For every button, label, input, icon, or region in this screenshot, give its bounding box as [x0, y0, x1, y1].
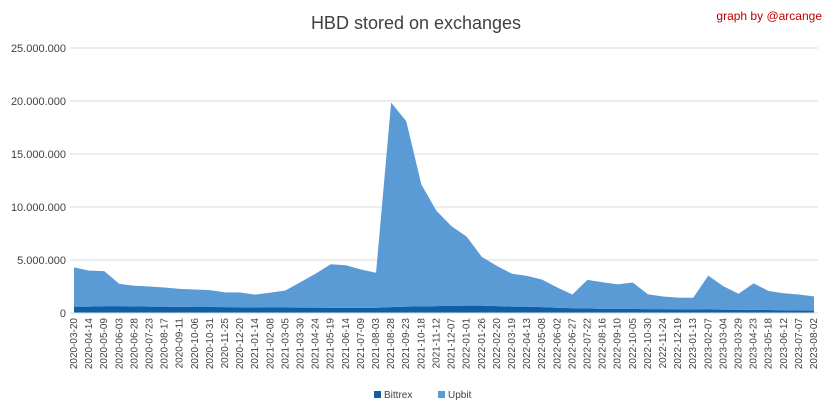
x-tick-label: 2021-06-14	[341, 318, 352, 370]
x-tick-label: 2020-11-25	[220, 318, 231, 369]
legend-swatch-bittrex	[374, 391, 381, 398]
x-tick-label: 2020-05-09	[99, 318, 110, 370]
x-tick-label: 2021-03-05	[280, 318, 291, 370]
x-tick-label: 2022-10-05	[628, 318, 639, 370]
y-tick-label: 0	[60, 308, 66, 320]
x-tick-label: 2023-04-23	[749, 318, 760, 370]
x-tick-label: 2022-02-20	[492, 318, 503, 370]
x-tick-label: 2023-05-18	[764, 318, 775, 370]
legend-label-bittrex: Bittrex	[384, 390, 412, 401]
chart-title: HBD stored on exchanges	[311, 13, 521, 33]
x-tick-label: 2023-01-13	[688, 318, 699, 370]
x-tick-label: 2020-06-03	[114, 318, 125, 370]
axis-labels: 0 5.000.000 10.000.000 15.000.000 20.000.000…	[11, 43, 820, 369]
y-tick-label: 15.000.000	[11, 149, 66, 161]
x-tick-label: 2021-01-14	[250, 318, 261, 370]
x-tick-label: 2022-07-22	[582, 318, 593, 370]
x-tick-label: 2021-02-08	[265, 318, 276, 370]
x-tick-label: 2021-08-28	[386, 318, 397, 370]
y-tick-label: 25.000.000	[11, 43, 66, 55]
legend: Bittrex Upbit	[374, 390, 472, 401]
x-tick-label: 2020-03-20	[69, 318, 80, 370]
series-areas	[74, 102, 814, 313]
x-tick-label: 2022-12-19	[673, 318, 684, 370]
x-tick-label: 2022-01-01	[462, 318, 473, 370]
x-tick-label: 2022-09-10	[613, 318, 624, 370]
legend-label-upbit: Upbit	[448, 390, 472, 401]
x-tick-label: 2020-10-06	[190, 318, 201, 370]
x-tick-label: 2023-08-02	[809, 318, 820, 370]
y-tick-label: 20.000.000	[11, 96, 66, 108]
x-tick-label: 2021-09-23	[401, 318, 412, 370]
area-series-upbit	[74, 102, 814, 311]
x-tick-label: 2020-08-17	[160, 318, 171, 370]
x-tick-label: 2021-10-18	[416, 318, 427, 370]
x-tick-label: 2023-02-07	[703, 318, 714, 370]
x-tick-label: 2023-03-04	[718, 318, 729, 370]
x-tick-label: 2021-12-07	[447, 318, 458, 370]
x-tick-label: 2020-06-28	[129, 318, 140, 370]
x-tick-label: 2022-11-24	[658, 318, 669, 369]
x-tick-label: 2020-04-14	[84, 318, 95, 370]
x-tick-label: 2022-04-13	[522, 318, 533, 370]
y-tick-label: 5.000.000	[17, 255, 66, 267]
legend-swatch-upbit	[438, 391, 445, 398]
x-tick-label: 2022-05-08	[537, 318, 548, 370]
x-tick-label: 2022-06-27	[567, 318, 578, 370]
x-tick-label: 2020-10-31	[205, 318, 216, 370]
x-tick-label: 2021-05-19	[326, 318, 337, 370]
x-tick-label: 2023-06-12	[779, 318, 790, 370]
x-tick-label: 2021-07-09	[356, 318, 367, 370]
x-tick-label: 2021-03-30	[296, 318, 307, 370]
x-tick-label: 2022-06-02	[552, 318, 563, 370]
credit-label: graph by @arcange	[716, 9, 822, 23]
x-tick-label: 2021-08-03	[371, 318, 382, 370]
x-tick-label: 2023-07-07	[794, 318, 805, 370]
x-tick-label: 2022-01-26	[477, 318, 488, 370]
x-tick-label: 2022-03-19	[507, 318, 518, 370]
x-tick-label: 2022-08-16	[598, 318, 609, 370]
y-tick-label: 10.000.000	[11, 202, 66, 214]
x-tick-label: 2021-04-24	[311, 318, 322, 370]
x-tick-label: 2021-11-12	[431, 318, 442, 369]
x-tick-label: 2020-12-20	[235, 318, 246, 370]
x-tick-label: 2020-07-23	[145, 318, 156, 370]
x-tick-label: 2020-09-11	[175, 318, 186, 369]
area-series-bittrex	[74, 305, 814, 313]
x-tick-label: 2023-03-29	[733, 318, 744, 370]
x-tick-label: 2022-10-30	[643, 318, 654, 370]
